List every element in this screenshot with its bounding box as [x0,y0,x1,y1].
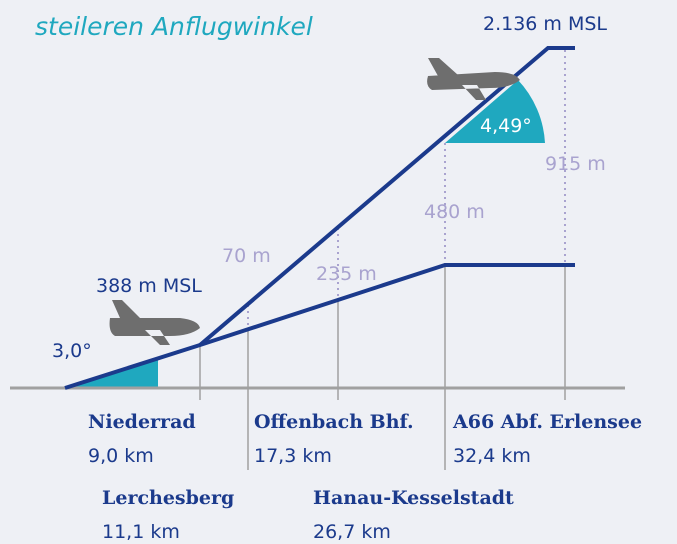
angle-wedge [445,80,545,143]
angle-label: 3,0° [52,340,92,362]
place-distance: 32,4 km [453,445,531,467]
height-label: 70 m [222,245,271,267]
height-label: 915 m [545,153,606,175]
place-name: Hanau-Kesselstadt [313,487,514,509]
place-distance: 26,7 km [313,521,391,543]
place-name: Niederrad [88,411,196,433]
altitude-label: 2.136 m MSL [483,13,607,35]
place-name: A66 Abf. Erlensee [452,411,642,433]
steep-approach [198,46,575,347]
height-label: 480 m [424,201,485,223]
markers [199,265,566,470]
height-lines [247,50,566,330]
title: steileren Anflugwinkel [35,12,313,41]
old-approach [64,263,575,390]
plane [427,58,520,100]
place-name: Offenbach Bhf. [254,411,414,433]
altitude-label: 388 m MSL [96,275,202,297]
plane [109,300,200,345]
angle-label: 4,49° [480,115,532,137]
place-distance: 11,1 km [102,521,180,543]
place-distance: 9,0 km [88,445,154,467]
height-label: 235 m [316,263,377,285]
place-distance: 17,3 km [254,445,332,467]
place-name: Lerchesberg [102,487,234,509]
